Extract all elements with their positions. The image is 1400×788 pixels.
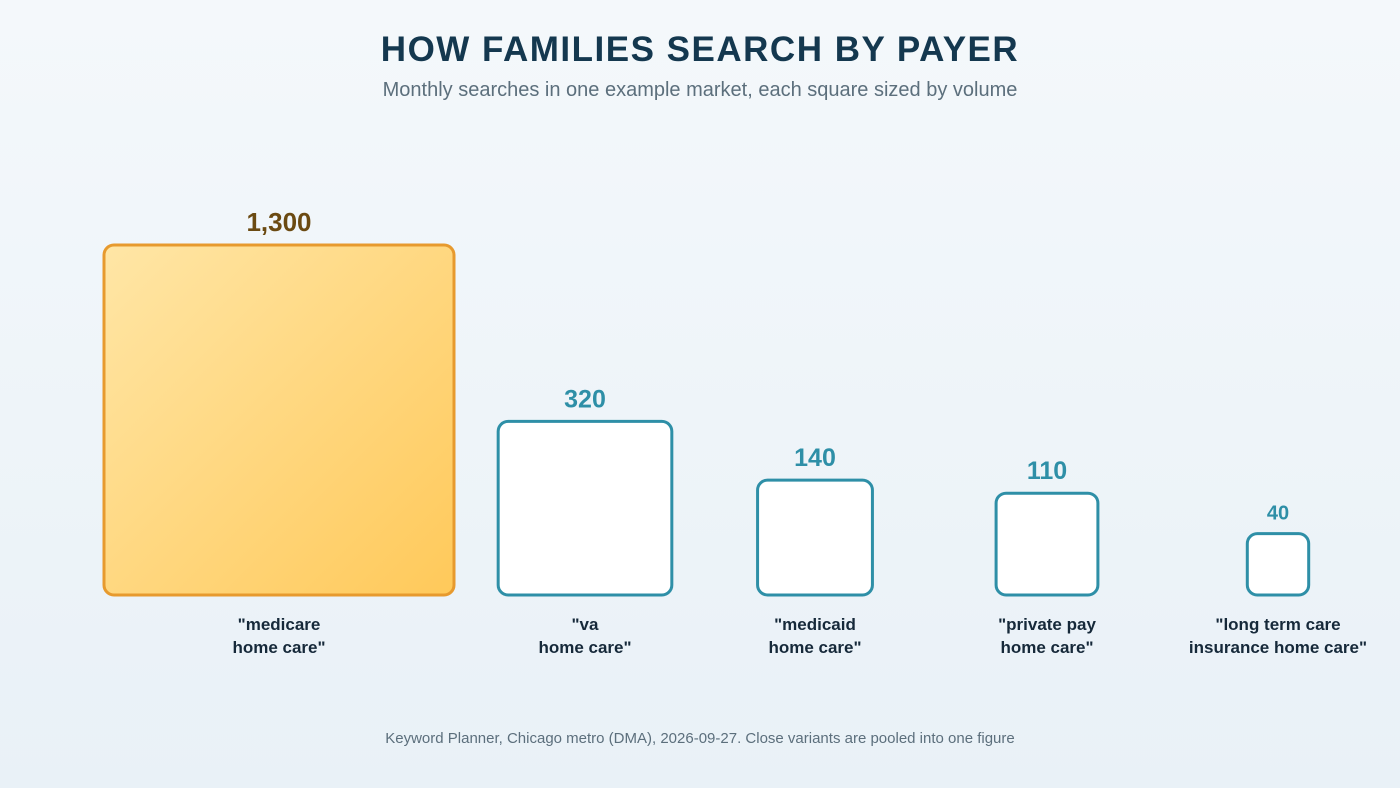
square-long-term-care-insurance-home-care xyxy=(1245,532,1311,597)
square-medicare-home-care xyxy=(102,243,456,597)
chart-marks: 1,300 "medicare home care" 320 "va home care"… xyxy=(102,207,1367,657)
source-note: Keyword Planner, Chicago metro (DMA), 20… xyxy=(385,730,1015,747)
chart-title: HOW FAMILIES SEARCH BY PAYER xyxy=(380,30,1020,69)
value-label-medicaid-home-care: 140 xyxy=(794,444,836,472)
square-medicaid-home-care xyxy=(756,478,874,597)
category-label-private-pay-home-care: "private pay home care" xyxy=(998,615,1096,657)
category-label-medicaid-home-care: "medicaid home care" xyxy=(768,615,861,657)
value-label-medicare-home-care: 1,300 xyxy=(246,207,311,237)
value-label-va-home-care: 320 xyxy=(564,385,606,413)
value-label-long-term-care-insurance-home-care: 40 xyxy=(1267,503,1289,525)
category-label-va-home-care: "va home care" xyxy=(538,615,631,657)
chart-subtitle: Monthly searches in one example market, … xyxy=(382,79,1018,101)
square-private-pay-home-care xyxy=(994,491,1100,597)
value-label-private-pay-home-care: 110 xyxy=(1027,457,1067,485)
category-label-long-term-care-insurance-home-care: "long term care insurance home care" xyxy=(1189,615,1367,657)
square-va-home-care xyxy=(496,419,674,597)
category-label-medicare-home-care: "medicare home care" xyxy=(232,615,325,657)
